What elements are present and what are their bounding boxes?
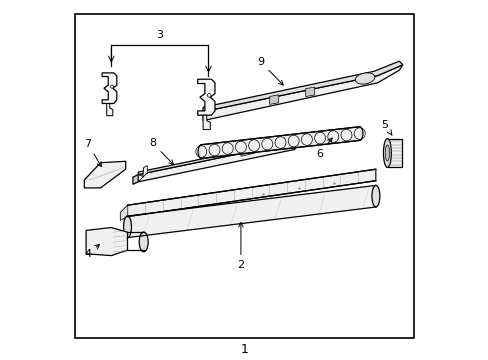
Text: 6: 6 <box>316 138 331 159</box>
Ellipse shape <box>355 73 374 84</box>
Polygon shape <box>201 127 359 158</box>
Polygon shape <box>133 175 138 184</box>
Polygon shape <box>138 166 147 182</box>
Polygon shape <box>120 205 127 220</box>
Text: 8: 8 <box>149 138 173 165</box>
Polygon shape <box>203 61 402 112</box>
Ellipse shape <box>383 139 390 167</box>
Ellipse shape <box>207 94 211 97</box>
Text: 3: 3 <box>156 30 163 40</box>
Polygon shape <box>386 139 401 167</box>
Text: 9: 9 <box>257 57 283 85</box>
Polygon shape <box>203 65 402 121</box>
Ellipse shape <box>198 145 204 158</box>
Text: 4: 4 <box>84 244 99 260</box>
Polygon shape <box>203 115 210 130</box>
Ellipse shape <box>371 185 379 207</box>
Polygon shape <box>197 79 215 115</box>
Ellipse shape <box>139 232 148 252</box>
Text: 7: 7 <box>84 139 101 167</box>
Polygon shape <box>138 140 294 175</box>
Polygon shape <box>127 169 375 217</box>
Polygon shape <box>106 104 113 116</box>
Text: 1: 1 <box>240 343 248 356</box>
Text: 2: 2 <box>237 222 244 270</box>
Polygon shape <box>305 87 314 96</box>
Polygon shape <box>138 142 294 182</box>
Polygon shape <box>241 148 255 156</box>
Polygon shape <box>84 161 125 188</box>
Ellipse shape <box>110 85 113 88</box>
Ellipse shape <box>123 216 131 238</box>
Polygon shape <box>86 228 127 256</box>
Polygon shape <box>127 185 375 238</box>
Polygon shape <box>102 73 117 104</box>
Text: 5: 5 <box>381 120 391 135</box>
Ellipse shape <box>385 145 389 161</box>
Ellipse shape <box>356 127 362 140</box>
Polygon shape <box>269 95 278 104</box>
